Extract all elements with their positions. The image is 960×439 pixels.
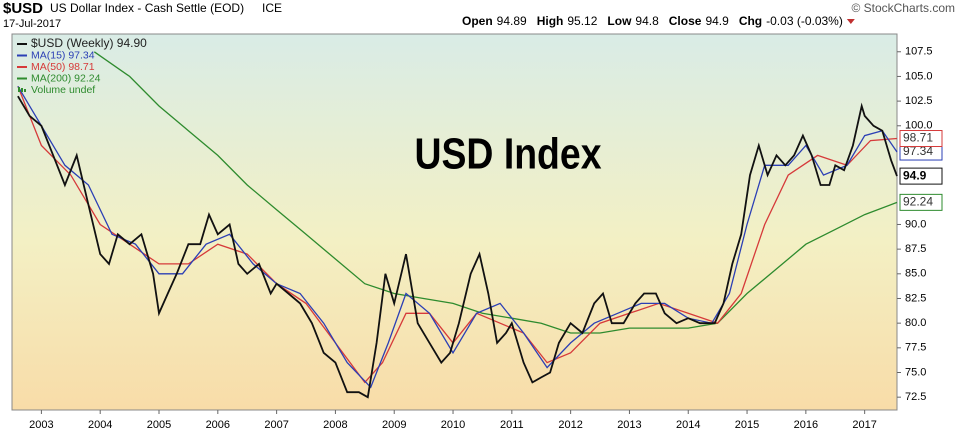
y-tick-label: 80.0 — [905, 317, 926, 329]
x-tick-label: 2008 — [323, 419, 347, 431]
quote-value: 94.8 — [635, 14, 659, 28]
legend-label: MA(15) 97.34 — [31, 49, 95, 61]
legend-label: MA(50) 98.71 — [31, 61, 95, 73]
y-tick-label: 107.5 — [905, 46, 933, 58]
symbol: $USD — [3, 0, 43, 17]
value-tag-label: 92.24 — [903, 195, 933, 209]
x-tick-label: 2010 — [441, 419, 465, 431]
quote-value: 95.12 — [567, 14, 597, 28]
x-tick-label: 2016 — [794, 419, 818, 431]
x-tick-label: 2017 — [852, 419, 876, 431]
down-arrow — [846, 19, 855, 24]
x-tick-label: 2009 — [382, 419, 406, 431]
x-tick-label: 2004 — [88, 419, 112, 431]
y-tick-label: 90.0 — [905, 218, 926, 230]
legend-swatch — [21, 88, 23, 92]
x-tick-label: 2005 — [147, 419, 171, 431]
x-tick-label: 2003 — [29, 419, 53, 431]
date: 17-Jul-2017 — [3, 18, 61, 30]
x-tick-label: 2006 — [206, 419, 230, 431]
value-tag — [899, 130, 943, 148]
legend-label: $USD (Weekly) 94.90 — [31, 36, 147, 50]
value-tag-label: 94.9 — [903, 168, 927, 182]
series-line — [17, 86, 898, 384]
y-tick-label: 102.5 — [905, 95, 933, 107]
quote-label: Low — [607, 14, 632, 28]
y-tick-label: 100.0 — [905, 120, 933, 132]
value-tag — [899, 167, 943, 185]
y-tick-label: 85.0 — [905, 268, 926, 280]
exchange: ICE — [262, 1, 282, 15]
plot-area — [11, 33, 898, 411]
quote-label: Close — [669, 14, 702, 28]
series-line — [93, 51, 898, 334]
quote-label: Open — [462, 14, 493, 28]
y-tick-label: 82.5 — [905, 292, 926, 304]
legend-swatch — [18, 87, 20, 92]
x-tick-label: 2007 — [264, 419, 288, 431]
series-line — [17, 95, 898, 399]
value-tag-label: 97.34 — [903, 144, 933, 158]
x-tick-label: 2012 — [558, 419, 582, 431]
quote-label: High — [537, 14, 564, 28]
quote-value: 94.9 — [705, 14, 729, 28]
x-tick-label: 2015 — [735, 419, 759, 431]
legend-swatch — [24, 89, 26, 92]
quote-value: 94.89 — [497, 14, 527, 28]
x-tick-label: 2011 — [500, 419, 524, 431]
chart-title: US Dollar Index - Cash Settle (EOD) — [50, 1, 244, 15]
x-tick-label: 2014 — [676, 419, 700, 431]
y-tick-label: 72.5 — [905, 391, 926, 403]
source: © StockCharts.com — [851, 1, 955, 15]
quote-label: Chg — [739, 14, 762, 28]
legend-label: MA(200) 92.24 — [31, 72, 101, 84]
quote-value: -0.03 (-0.03%) — [766, 14, 843, 28]
value-tag — [899, 193, 943, 211]
annotation: USD Index — [414, 129, 601, 179]
y-tick-label: 77.5 — [905, 342, 926, 354]
y-tick-label: 75.0 — [905, 366, 926, 378]
value-tag-label: 98.71 — [903, 131, 933, 145]
legend-label: Volume undef — [31, 84, 95, 96]
y-tick-label: 105.0 — [905, 70, 933, 82]
x-tick-label: 2013 — [617, 419, 641, 431]
y-tick-label: 87.5 — [905, 243, 926, 255]
